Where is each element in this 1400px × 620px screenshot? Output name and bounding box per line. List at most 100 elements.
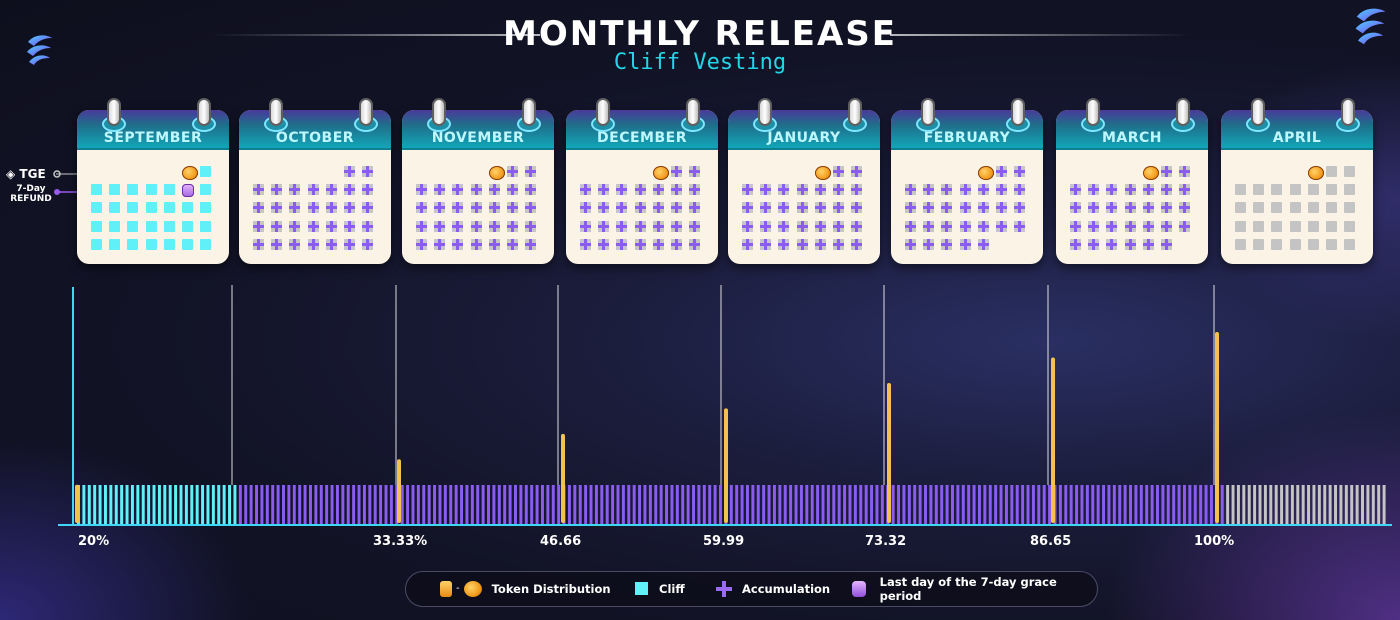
accumulation-day [1070, 184, 1081, 196]
accumulation-day-bar [298, 485, 302, 524]
x-tick-label: 73.32 [865, 534, 906, 549]
accumulation-day [362, 202, 374, 214]
accumulation-day [851, 184, 863, 196]
cliff-day [109, 184, 121, 196]
accumulation-day-bar [514, 485, 517, 524]
accumulation-day [1124, 238, 1136, 250]
accumulation-day [833, 184, 844, 196]
accumulation-day [1142, 238, 1154, 250]
remaining-day [1326, 220, 1337, 232]
accumulation-day [616, 220, 628, 232]
accumulation-day [253, 184, 264, 196]
accumulation-day [689, 238, 701, 250]
cliff-day-bar [184, 485, 188, 524]
cliff-day-bar [190, 485, 194, 524]
tge-label: ◈ TGE [6, 167, 46, 181]
accumulation-day [616, 184, 628, 196]
remaining-day-bar [1274, 485, 1278, 524]
accumulation-day-bar [994, 485, 998, 524]
accumulation-day [671, 238, 682, 250]
accumulation-day-bar [557, 485, 561, 524]
accumulation-day [923, 220, 935, 232]
cliff-day [127, 238, 139, 250]
cliff-day-bar [147, 485, 151, 524]
accumulation-day-bar [767, 485, 771, 524]
accumulation-day [1142, 220, 1154, 232]
remaining-day [1326, 166, 1337, 177]
accumulation-day-bar [675, 485, 679, 524]
accumulation-day-bar [1161, 485, 1165, 524]
accumulation-day-bar [1209, 485, 1213, 524]
accumulation-day-bar [1182, 485, 1186, 524]
accumulation-day-bar [778, 485, 782, 524]
accumulation-day [416, 184, 427, 196]
accumulation-day-bar [1112, 485, 1116, 524]
accumulation-day-bar [745, 485, 749, 524]
accumulation-day [307, 184, 319, 196]
accumulation-day-bar [907, 485, 911, 524]
accumulation-day-bar [853, 485, 857, 524]
accumulation-day-bar [751, 485, 755, 524]
accumulation-day [525, 166, 537, 177]
accumulation-day [307, 238, 319, 250]
accumulation-day-bar [470, 485, 474, 524]
cliff-day [109, 238, 121, 250]
accumulation-day-bar [1010, 485, 1014, 524]
accumulation-day-bar [1199, 485, 1203, 524]
release-bar [75, 484, 79, 523]
remaining-day [1271, 184, 1283, 196]
accumulation-day [452, 238, 464, 250]
accumulation-day [1161, 166, 1172, 177]
calendar-ring [522, 98, 536, 126]
x-tick-label: 59.99 [703, 534, 744, 549]
accumulation-day [1179, 184, 1191, 196]
calendar-ring [432, 98, 446, 126]
accumulation-day-bar [1145, 485, 1149, 524]
accumulation-day-bar [530, 485, 534, 524]
cliff-day [145, 220, 157, 232]
accumulation-day [416, 220, 427, 232]
accumulation-day [742, 220, 753, 232]
accumulation-day [525, 238, 537, 250]
legend-grace-period-label: Last day of the 7-day grace period [879, 574, 1057, 603]
accumulation-day-bar [891, 485, 895, 524]
accumulation-day-bar [956, 485, 960, 524]
accumulation-day [941, 220, 953, 232]
cliff-day [145, 202, 157, 214]
remaining-day [1253, 184, 1265, 196]
cliff-day [91, 220, 102, 232]
x-tick-label: 100% [1194, 534, 1234, 549]
accumulation-day [1161, 202, 1172, 214]
remaining-day-bar [1263, 485, 1267, 524]
accumulation-day [1070, 220, 1081, 232]
accumulation-day [289, 184, 301, 196]
accumulation-day-bar [1075, 485, 1079, 524]
accumulation-day [580, 220, 591, 232]
accumulation-day-bar [303, 485, 307, 524]
accumulation-day [253, 220, 264, 232]
accumulation-day [452, 220, 464, 232]
accumulation-day-bar [918, 485, 922, 524]
accumulation-day-bar [648, 485, 652, 524]
calendar-month-label: MARCH [1101, 130, 1163, 146]
accumulation-day-bar [1193, 485, 1197, 524]
cliff-day-bar [109, 485, 113, 524]
accumulation-day [977, 220, 989, 232]
accumulation-day [941, 184, 953, 196]
accumulation-day-bar [1037, 485, 1041, 524]
accumulation-day [362, 166, 374, 177]
calendar-ring [359, 98, 373, 126]
accumulation-day-bar [643, 485, 647, 524]
accumulation-day [507, 220, 518, 232]
x-tick-label: 20% [78, 534, 109, 549]
accumulation-day [470, 238, 482, 250]
legend-token-distribution-label: Token Distribution [491, 581, 611, 596]
accumulation-day [1142, 202, 1154, 214]
accumulation-day-bar [859, 485, 863, 524]
remaining-day-bar [1285, 485, 1289, 524]
remaining-day [1344, 166, 1356, 177]
accumulation-day-bar [357, 485, 361, 524]
accumulation-day [507, 184, 518, 196]
accumulation-day [905, 220, 916, 232]
accumulation-day [689, 202, 701, 214]
